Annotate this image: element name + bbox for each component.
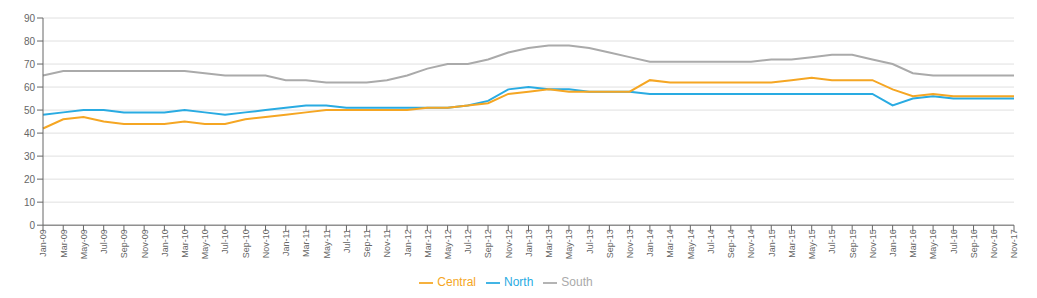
svg-text:Jul-16: Jul-16 — [949, 229, 959, 254]
svg-text:Sep-12: Sep-12 — [483, 229, 493, 258]
svg-text:Jul-12: Jul-12 — [463, 229, 473, 254]
svg-text:Nov-12: Nov-12 — [504, 229, 514, 258]
svg-text:Sep-10: Sep-10 — [241, 229, 251, 258]
svg-text:Jul-13: Jul-13 — [585, 229, 595, 254]
svg-text:Jul-11: Jul-11 — [342, 229, 352, 253]
svg-text:Nov-17: Nov-17 — [1009, 229, 1019, 258]
svg-text:70: 70 — [24, 59, 36, 70]
svg-text:30: 30 — [24, 151, 36, 162]
html-text:North: North — [504, 275, 534, 290]
svg-text:May-16: May-16 — [928, 229, 938, 259]
svg-text:May-11: May-11 — [322, 229, 332, 258]
svg-text:Jul-09: Jul-09 — [99, 229, 109, 254]
svg-text:Jan-10: Jan-10 — [160, 229, 170, 257]
svg-text:Jan-13: Jan-13 — [524, 229, 534, 257]
svg-text:Nov-15: Nov-15 — [868, 229, 878, 258]
svg-text:20: 20 — [24, 174, 36, 185]
svg-text:Jan-14: Jan-14 — [645, 229, 655, 257]
svg-text:60: 60 — [24, 82, 36, 93]
svg-text:80: 80 — [24, 36, 36, 47]
svg-text:May-09: May-09 — [79, 229, 89, 259]
svg-text:Nov-16: Nov-16 — [989, 229, 999, 258]
svg-text:Mar-09: Mar-09 — [59, 229, 69, 258]
svg-text:May-15: May-15 — [807, 229, 817, 259]
svg-text:Sep-14: Sep-14 — [726, 229, 736, 258]
svg-text:Nov-09: Nov-09 — [140, 229, 150, 258]
svg-text:50: 50 — [24, 105, 36, 116]
svg-text:Mar-16: Mar-16 — [908, 229, 918, 258]
svg-text:Sep-09: Sep-09 — [119, 229, 129, 258]
svg-text:90: 90 — [24, 13, 36, 24]
svg-text:May-12: May-12 — [443, 229, 453, 259]
svg-text:Jul-15: Jul-15 — [827, 229, 837, 254]
svg-text:May-10: May-10 — [200, 229, 210, 259]
svg-text:Nov-10: Nov-10 — [261, 229, 271, 258]
svg-text:Jul-14: Jul-14 — [706, 229, 716, 254]
svg-text:Mar-14: Mar-14 — [665, 229, 675, 258]
svg-text:10: 10 — [24, 197, 36, 208]
svg-text:Sep-15: Sep-15 — [848, 229, 858, 258]
svg-text:Sep-11: Sep-11 — [362, 229, 372, 257]
html-text:Central: Central — [437, 275, 476, 290]
svg-text:Jan-15: Jan-15 — [767, 229, 777, 257]
svg-text:Jan-12: Jan-12 — [403, 229, 413, 257]
svg-text:Jan-11: Jan-11 — [281, 229, 291, 256]
svg-text:Nov-14: Nov-14 — [746, 229, 756, 258]
svg-text:Jan-09: Jan-09 — [38, 229, 48, 257]
svg-text:Jul-10: Jul-10 — [220, 229, 230, 254]
html-text:South: South — [561, 275, 593, 290]
svg-text:Jan-16: Jan-16 — [888, 229, 898, 257]
svg-text:Nov-13: Nov-13 — [625, 229, 635, 258]
svg-text:May-13: May-13 — [564, 229, 574, 259]
svg-text:0: 0 — [29, 220, 35, 231]
svg-text:Mar-15: Mar-15 — [787, 229, 797, 258]
svg-text:Mar-12: Mar-12 — [423, 229, 433, 258]
svg-text:Sep-13: Sep-13 — [605, 229, 615, 258]
svg-text:Nov-11: Nov-11 — [382, 229, 392, 257]
svg-text:Sep-16: Sep-16 — [969, 229, 979, 258]
svg-text:Mar-10: Mar-10 — [180, 229, 190, 258]
svg-text:40: 40 — [24, 128, 36, 139]
svg-text:Mar-13: Mar-13 — [544, 229, 554, 258]
svg-text:May-14: May-14 — [686, 229, 696, 259]
svg-text:Mar-11: Mar-11 — [301, 229, 311, 257]
